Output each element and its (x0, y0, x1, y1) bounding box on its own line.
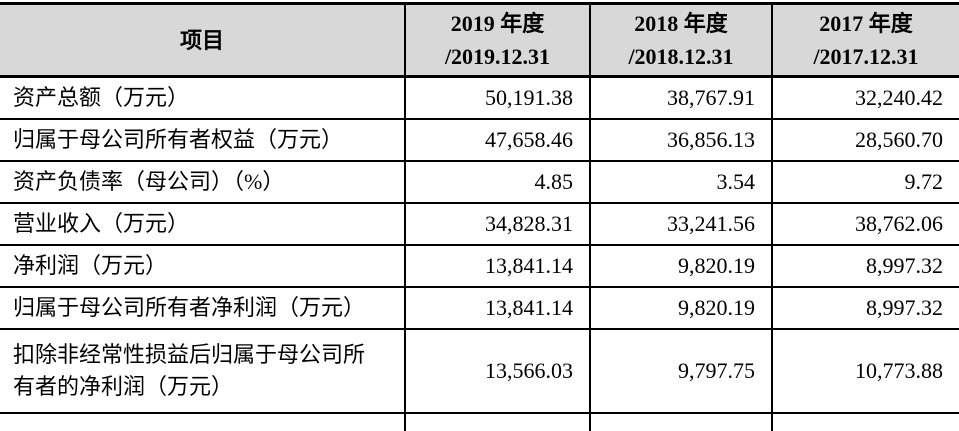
value-cell: 4.85 (405, 160, 591, 204)
value-cell: 9.72 (772, 160, 959, 204)
row-label: 资产负债率（母公司）（%） (0, 160, 406, 204)
value-cell: 9,797.75 (590, 328, 773, 414)
column-header-2019: 2019 年度 /2019.12.31 (405, 3, 591, 78)
value-cell: 47,658.46 (405, 118, 591, 162)
value-cell: 50,191.38 (405, 76, 591, 120)
table-row: 营业收入（万元） 34,828.31 33,241.56 38,762.06 (0, 202, 959, 246)
table-row: 归属于母公司所有者权益（万元） 47,658.46 36,856.13 28,5… (0, 118, 959, 162)
value-cell: 34,828.31 (405, 202, 591, 246)
row-label: 归属于母公司所有者权益（万元） (0, 118, 406, 162)
year-label: 2018 年度 (634, 11, 728, 36)
column-header-2017: 2017 年度 /2017.12.31 (772, 3, 959, 78)
header-row: 项目 2019 年度 /2019.12.31 2018 年度 /2018.12.… (0, 3, 959, 78)
value-cell: 38,767.91 (590, 76, 773, 120)
table-row: 资产总额（万元） 50,191.38 38,767.91 32,240.42 (0, 76, 959, 120)
value-cell: 33,241.56 (590, 202, 773, 246)
value-cell: 9,820.19 (590, 286, 773, 330)
value-cell: 9,820.19 (590, 244, 773, 288)
table-row: 净利润（万元） 13,841.14 9,820.19 8,997.32 (0, 244, 959, 288)
value-cell: 8,997.32 (772, 244, 959, 288)
value-cell: 28,560.70 (772, 118, 959, 162)
year-label: 2017 年度 (819, 11, 913, 36)
table-row: 扣除非经常性损益后归属于母公司所有者的净利润（万元） 13,566.03 9,7… (0, 328, 959, 414)
value-cell (772, 412, 959, 431)
row-label: 扣除非经常性损益后归属于母公司所有者的净利润（万元） (0, 328, 406, 414)
value-cell: 10,773.88 (772, 328, 959, 414)
table-row: 资产负债率（母公司）（%） 4.85 3.54 9.72 (0, 160, 959, 204)
year-label: 2019 年度 (450, 11, 545, 36)
value-cell: 13,841.14 (405, 286, 591, 330)
date-label: /2017.12.31 (813, 44, 919, 69)
value-cell: 32,240.42 (772, 76, 959, 120)
value-cell: 13,566.03 (405, 328, 591, 414)
value-cell: 8,997.32 (772, 286, 959, 330)
column-header-2018: 2018 年度 /2018.12.31 (590, 3, 773, 78)
value-cell: 3.54 (590, 160, 773, 204)
table-row-partial (0, 412, 959, 431)
date-label: /2018.12.31 (628, 44, 734, 69)
value-cell: 13,841.14 (405, 244, 591, 288)
column-header-item: 项目 (0, 3, 406, 78)
value-cell: 38,762.06 (772, 202, 959, 246)
row-label: 营业收入（万元） (0, 202, 406, 246)
date-label: /2019.12.31 (444, 44, 551, 69)
row-label: 净利润（万元） (0, 244, 406, 288)
value-cell: 36,856.13 (590, 118, 773, 162)
table-row: 归属于母公司所有者净利润（万元） 13,841.14 9,820.19 8,99… (0, 286, 959, 330)
row-label: 资产总额（万元） (0, 76, 406, 120)
value-cell (405, 412, 591, 431)
row-label (0, 412, 406, 431)
row-label: 归属于母公司所有者净利润（万元） (0, 286, 406, 330)
value-cell (590, 412, 773, 431)
